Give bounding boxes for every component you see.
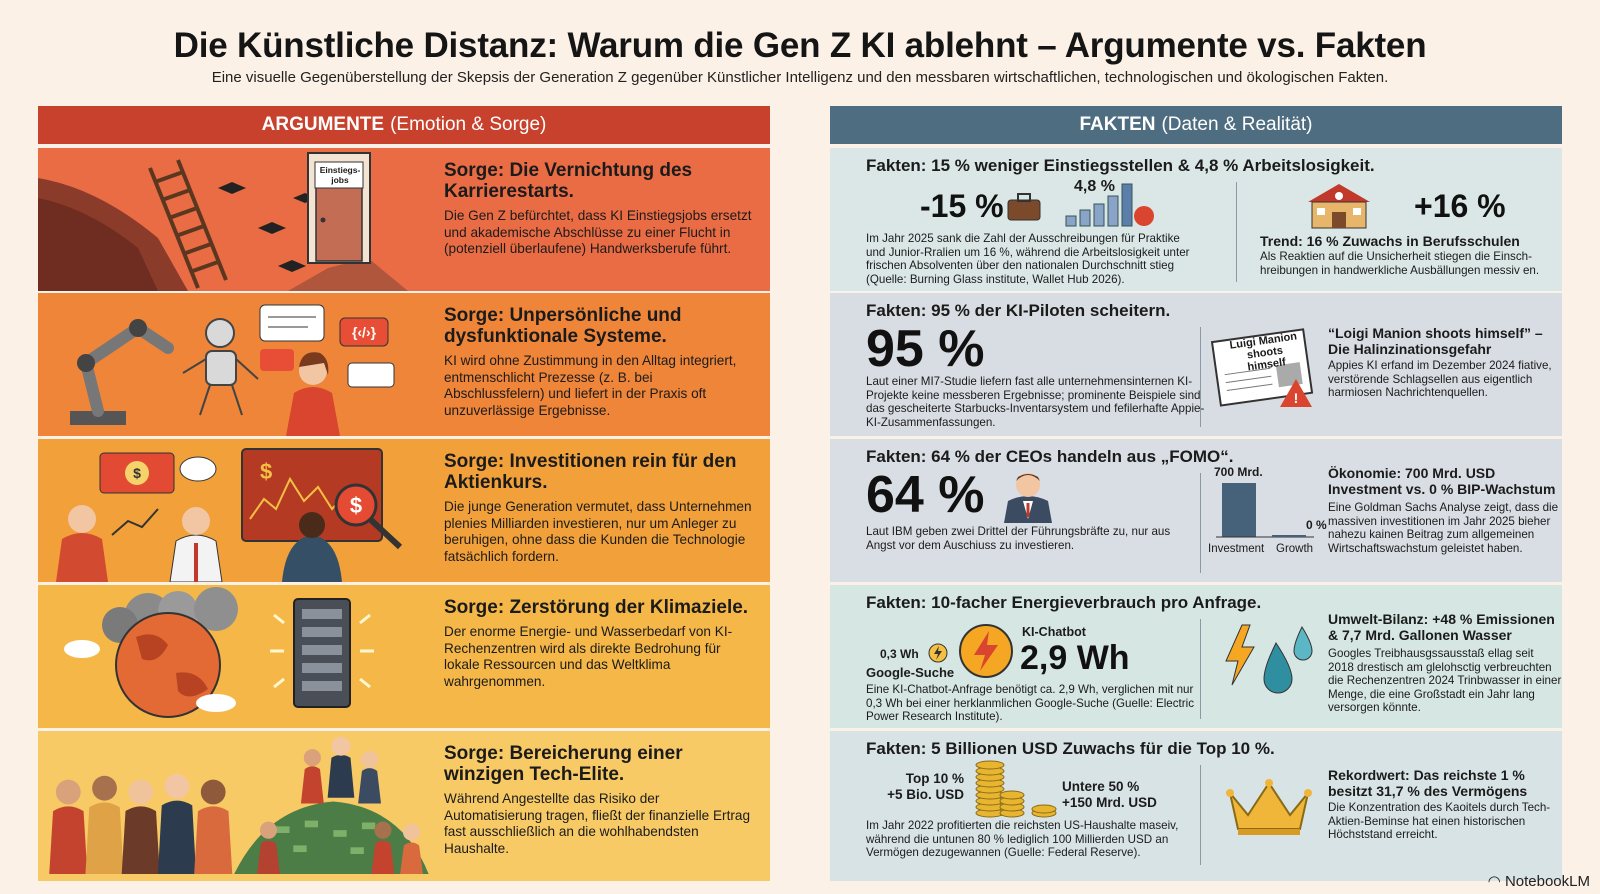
fact-right-text: Die Konzentration des Kaoitels durch Tec… bbox=[1328, 801, 1551, 841]
svg-text:$: $ bbox=[133, 465, 141, 481]
briefcase-icon bbox=[1007, 193, 1041, 221]
fact-text: Im Jahr 2025 sank die Zahl der Ausschrei… bbox=[866, 232, 1190, 286]
brand-label: NotebookLM bbox=[1504, 873, 1590, 890]
investment-growth-bar-chart bbox=[1216, 483, 1314, 538]
argument-text: Während Angestellte das Risiko der Autom… bbox=[444, 791, 751, 856]
google-wh-value: 0,3 Wh bbox=[880, 647, 919, 661]
argument-card-systems: {‹/›} Sorge: Unpersönliche und dysfunkti… bbox=[38, 293, 770, 436]
top10-label: Top 10 % +5 Bio. USD bbox=[887, 771, 964, 802]
argument-card-elite: Sorge: Bereicherung einer winzigen Tech-… bbox=[38, 731, 770, 881]
argument-card-stocks: $ $ $ Sorge: Investitionen rein für den … bbox=[38, 439, 770, 582]
energy-water-icon bbox=[1225, 624, 1313, 694]
fact-card-energy: Fakten: 10-facher Energieverbrauch pro A… bbox=[830, 585, 1562, 728]
fact-big-value: -15 % bbox=[920, 188, 1004, 224]
page-subtitle: Eine visuelle Gegenüberstellung der Skep… bbox=[211, 69, 1389, 86]
large-lightning-icon bbox=[959, 624, 1013, 678]
page-title: Die Künstliche Distanz: Warum die Gen Z … bbox=[173, 26, 1427, 65]
fact-right-text: Eine Goldman Sachs Analyse zeigt, dass d… bbox=[1328, 501, 1559, 555]
argument-card-climate: Sorge: Zerstörung der Klimaziele. Der en… bbox=[38, 585, 770, 728]
argument-title: Sorge: Zerstörung der Klimaziele. bbox=[444, 597, 749, 618]
argument-text: Der enorme Energie- und Wasserbedarf von… bbox=[444, 624, 733, 689]
argument-title: Sorge: Die Vernichtung des Karrierestart… bbox=[444, 160, 693, 202]
fact-text: Eine KI-Chatbot-Anfrage benötigt ca. 2,9… bbox=[866, 683, 1195, 723]
worried-ceo-icon bbox=[1004, 473, 1052, 523]
fact-card-pilots: Fakten: 95 % der KI-Piloten scheitern. 9… bbox=[830, 293, 1562, 436]
argument-title: Sorge: Investitionen rein für den Aktien… bbox=[444, 451, 737, 493]
career-collapse-illustration bbox=[38, 152, 408, 291]
arguments-column-header: ARGUMENTE (Emotion & Sorge) bbox=[38, 106, 770, 144]
argument-title: Sorge: Unpersönliche und dysfunktionale … bbox=[444, 305, 682, 347]
svg-text:{‹/›}: {‹/›} bbox=[352, 324, 377, 340]
facts-header-bold: FAKTEN bbox=[1079, 114, 1156, 135]
fact-card-wealth: Fakten: 5 Billionen USD Zuwachs für die … bbox=[830, 731, 1562, 881]
stock-market-illustration: $ $ $ bbox=[56, 448, 403, 582]
bar-x-label-growth: Growth bbox=[1276, 543, 1314, 555]
fact-text: Laut einer MI7-Studie liefern fast alle … bbox=[866, 375, 1205, 429]
fact-right-text: Googles Treibhausgssausstaß ellag seit 2… bbox=[1328, 647, 1562, 714]
school-icon bbox=[1308, 184, 1370, 229]
notebooklm-logo-icon: ◠ bbox=[1487, 873, 1501, 890]
unemployment-chart-label: 4,8 % bbox=[1074, 178, 1115, 195]
fact-right-head: Ökonomie: 700 Mrd. USD Investment vs. 0 … bbox=[1328, 465, 1556, 497]
tech-elite-illustration bbox=[49, 736, 429, 874]
argument-title: Sorge: Bereicherung einer winzigen Tech-… bbox=[444, 743, 683, 785]
fact-heading: Fakten: 15 % weniger Einstiegsstellen & … bbox=[866, 156, 1375, 175]
climate-illustration bbox=[64, 587, 374, 718]
fact-text: Im Jahr 2022 profitierten die reichsten … bbox=[866, 819, 1179, 859]
coin-stacks-icon bbox=[975, 760, 1057, 818]
fact-heading: Fakten: 10-facher Energieverbrauch pro A… bbox=[866, 593, 1262, 612]
fact-heading: Fakten: 64 % der CEOs handeln aus „FOMO“… bbox=[866, 447, 1234, 466]
fact-right-text: Als Reaktien auf die Unsicherheit stiege… bbox=[1260, 250, 1540, 277]
svg-text:$: $ bbox=[260, 459, 272, 484]
bottom50-label: Untere 50 % +150 Mrd. USD bbox=[1062, 779, 1157, 810]
svg-text:!: ! bbox=[1294, 390, 1299, 406]
small-lightning-icon bbox=[928, 643, 948, 663]
arguments-header-rest: (Emotion & Sorge) bbox=[390, 114, 547, 135]
divider bbox=[1200, 327, 1201, 427]
fact-heading: Fakten: 5 Billionen USD Zuwachs für die … bbox=[866, 739, 1275, 758]
fact-big-value: 64 % bbox=[866, 466, 985, 524]
chatbot-wh-value: 2,9 Wh bbox=[1020, 639, 1130, 677]
bar-zero-label: 0 % bbox=[1306, 518, 1327, 532]
facts-column-header: FAKTEN (Daten & Realität) bbox=[830, 106, 1562, 144]
divider bbox=[1236, 182, 1237, 282]
fact-right-text: Appies KI erfand im Dezember 2024 fiativ… bbox=[1328, 359, 1552, 399]
fact-text: Laut IBM geben zwei Drittel der Führungs… bbox=[866, 525, 1171, 552]
robot-systems-illustration: {‹/›} bbox=[70, 304, 395, 436]
fact-right-head: Trend: 16 % Zuwachs in Berufsschulen bbox=[1260, 233, 1520, 249]
fact-card-jobs: Fakten: 15 % weniger Einstiegsstellen & … bbox=[830, 148, 1562, 291]
chatbot-label: KI-Chatbot bbox=[1022, 625, 1086, 639]
facts-header-rest: (Daten & Realität) bbox=[1161, 114, 1313, 135]
fact-right-head: Rekordwert: Das reichste 1 % besitzt 31,… bbox=[1328, 767, 1528, 799]
google-search-label: Google-Suche bbox=[866, 665, 955, 680]
divider bbox=[1200, 619, 1201, 719]
arguments-header-bold: ARGUMENTE bbox=[261, 114, 385, 135]
argument-card-career: Einstiegs- jobs Sorge: Die Vernichtung d… bbox=[38, 148, 770, 291]
argument-text: Die Gen Z befürchtet, dass KI Einstiegsj… bbox=[444, 208, 752, 256]
bar-top-label: 700 Mrd. bbox=[1214, 465, 1263, 479]
divider bbox=[1200, 473, 1201, 573]
bar-x-label-investment: Investment bbox=[1208, 543, 1265, 555]
divider bbox=[1200, 765, 1201, 865]
svg-text:$: $ bbox=[350, 493, 362, 518]
fact-right-head: “Loigi Manion shoots himself” – Die Hali… bbox=[1328, 325, 1543, 357]
door-sign-label: Einstiegs- jobs bbox=[319, 165, 361, 185]
fact-right-head: Umwelt-Bilanz: +48 % Emissionen & 7,7 Mr… bbox=[1328, 611, 1555, 643]
newspaper-icon: ! bbox=[1210, 328, 1314, 407]
crown-icon bbox=[1226, 779, 1312, 835]
rising-bar-chart-icon bbox=[1065, 183, 1154, 227]
fact-card-fomo: Fakten: 64 % der CEOs handeln aus „FOMO“… bbox=[830, 439, 1562, 582]
fact-big-value-right: +16 % bbox=[1414, 188, 1506, 224]
notebooklm-brand: ◠ NotebookLM bbox=[1488, 872, 1590, 890]
fact-big-value: 95 % bbox=[866, 320, 985, 378]
argument-text: KI wird ohne Zustimmung in den Alltag in… bbox=[444, 353, 737, 418]
fact-heading: Fakten: 95 % der KI-Piloten scheitern. bbox=[866, 301, 1171, 320]
argument-text: Die junge Generation vermutet, dass Unte… bbox=[444, 499, 752, 564]
